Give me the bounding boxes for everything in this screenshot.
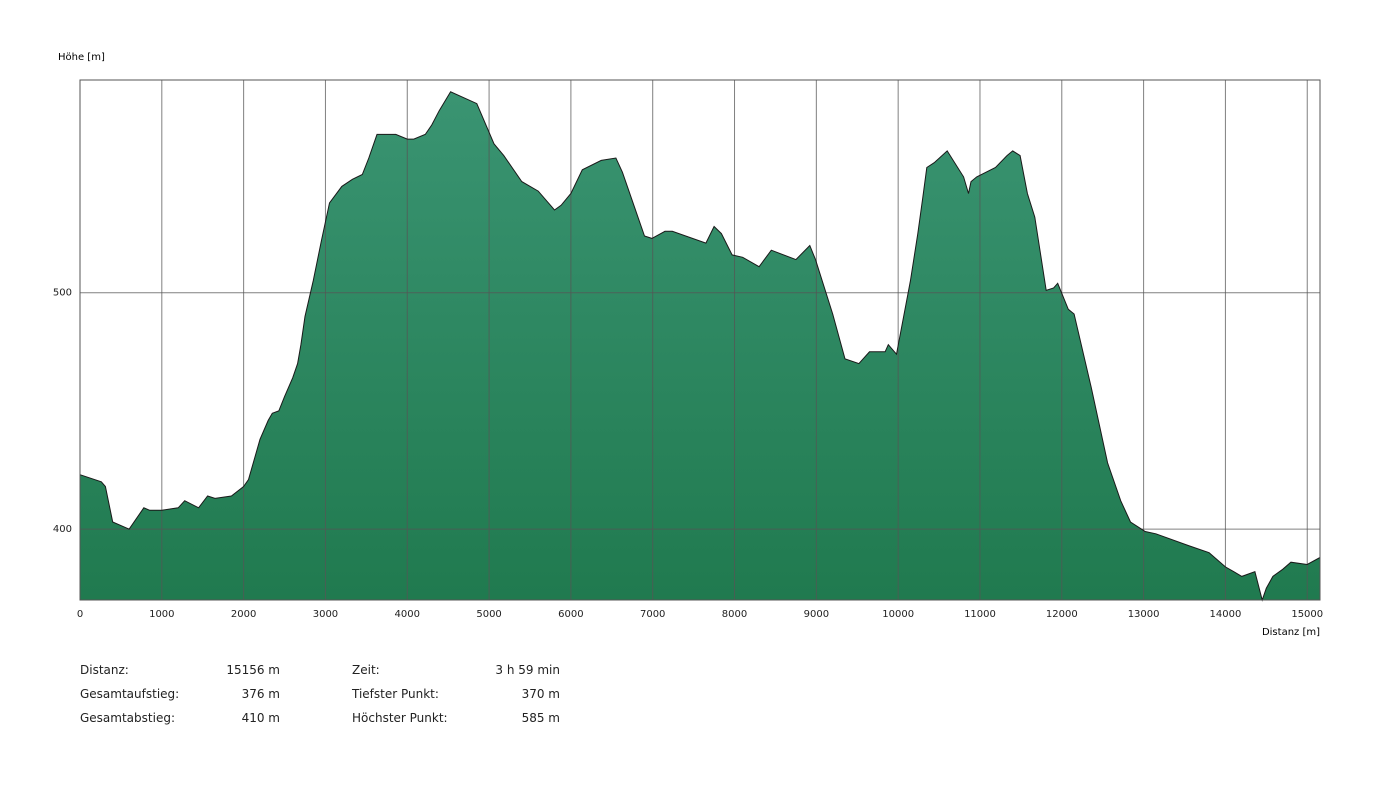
stat-distance: Distanz: 15156 m (80, 658, 280, 682)
plot-border (79, 79, 1321, 601)
stats-right-column: Zeit: 3 h 59 min Tiefster Punkt: 370 m H… (352, 658, 560, 730)
x-tick-label: 12000 (1046, 609, 1078, 620)
stat-label: Tiefster Punkt: (352, 687, 439, 701)
x-tick-label: 7000 (640, 609, 665, 620)
stat-ascent: Gesamtaufstieg: 376 m (80, 682, 280, 706)
x-tick-label: 9000 (804, 609, 829, 620)
grid-lines (80, 80, 1320, 600)
x-tick-label: 10000 (882, 609, 914, 620)
stat-value: 370 m (521, 687, 560, 701)
stat-value: 376 m (241, 687, 280, 701)
x-tick-label: 6000 (558, 609, 583, 620)
x-tick-label: 11000 (964, 609, 996, 620)
x-tick-label: 8000 (722, 609, 747, 620)
elevation-line (79, 91, 1321, 602)
elevation-chart: Höhe [m] 0 1000 2000 3000 4000 5000 6000 7000 80… (53, 52, 1323, 638)
stat-label: Distanz: (80, 663, 129, 677)
stat-value: 410 m (241, 711, 280, 725)
x-tick-label: 0 (77, 609, 83, 620)
stat-label: Gesamtabstieg: (80, 711, 175, 725)
stats-left-column: Distanz: 15156 m Gesamtaufstieg: 376 m G… (80, 658, 280, 730)
stat-descent: Gesamtabstieg: 410 m (80, 706, 280, 730)
x-tick-label: 3000 (313, 609, 338, 620)
stat-label: Höchster Punkt: (352, 711, 448, 725)
x-axis-label: Distanz [m] (1262, 627, 1320, 638)
stat-value: 15156 m (226, 663, 280, 677)
stat-time: Zeit: 3 h 59 min (352, 658, 560, 682)
x-tick-label: 4000 (395, 609, 420, 620)
stat-highest-point: Höchster Punkt: 585 m (352, 706, 560, 730)
stat-value: 585 m (521, 711, 560, 725)
y-tick-label: 400 (53, 524, 72, 535)
y-tick-label: 500 (53, 288, 72, 299)
x-tick-label: 5000 (476, 609, 501, 620)
x-tick-label: 2000 (231, 609, 256, 620)
elevation-area (80, 91, 1320, 601)
y-axis-label: Höhe [m] (58, 52, 105, 63)
x-tick-label: 15000 (1291, 609, 1323, 620)
stat-label: Gesamtaufstieg: (80, 687, 180, 701)
x-tick-label: 13000 (1128, 609, 1160, 620)
stat-label: Zeit: (352, 663, 380, 677)
stat-lowest-point: Tiefster Punkt: 370 m (352, 682, 560, 706)
stat-value: 3 h 59 min (495, 663, 560, 677)
x-tick-label: 1000 (149, 609, 174, 620)
x-tick-label: 14000 (1210, 609, 1242, 620)
axis-ticks: 0 1000 2000 3000 4000 5000 6000 7000 8000 9000 100… (53, 288, 1323, 620)
